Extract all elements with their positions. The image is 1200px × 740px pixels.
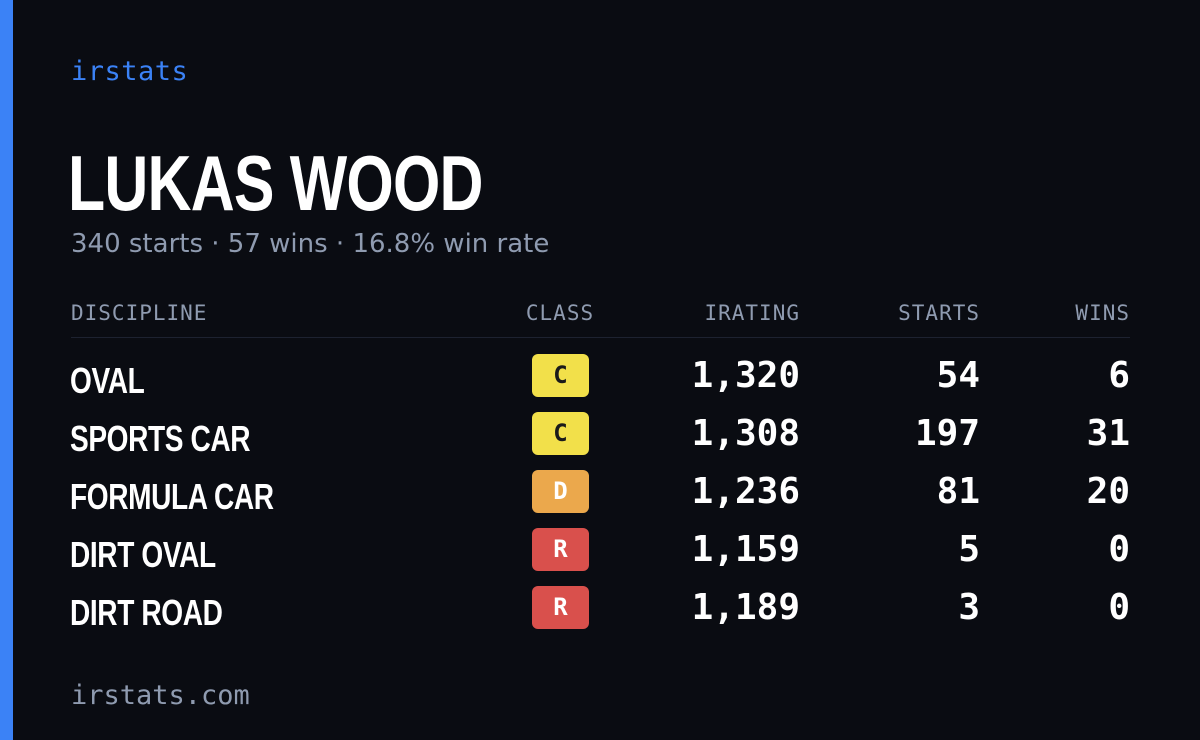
header-divider — [71, 337, 1130, 338]
table-row: DIRT OVAL R 1,159 5 0 — [0, 528, 1200, 586]
irating-value: 1,159 — [691, 529, 800, 570]
footer-url[interactable]: irstats.com — [71, 680, 250, 711]
brand-logo[interactable]: irstats — [71, 56, 189, 87]
irating-value: 1,236 — [691, 471, 800, 512]
class-badge: C — [532, 354, 589, 397]
discipline-name: SPORTS CAR — [70, 418, 251, 459]
starts-value: 5 — [958, 529, 980, 570]
wins-value: 6 — [1108, 355, 1130, 396]
irating-value: 1,189 — [691, 587, 800, 628]
wins-value: 0 — [1108, 587, 1130, 628]
header-discipline: DISCIPLINE — [71, 301, 208, 325]
table-row: FORMULA CAR D 1,236 81 20 — [0, 470, 1200, 528]
wins-value: 31 — [1086, 413, 1130, 454]
wins-value: 0 — [1108, 529, 1130, 570]
class-badge: C — [532, 412, 589, 455]
accent-bar — [0, 0, 13, 740]
irating-value: 1,320 — [691, 355, 800, 396]
table-row: OVAL C 1,320 54 6 — [0, 354, 1200, 412]
header-starts: STARTS — [898, 301, 980, 325]
discipline-name: DIRT ROAD — [70, 592, 223, 633]
starts-value: 197 — [914, 413, 980, 454]
irating-value: 1,308 — [691, 413, 800, 454]
header-wins: WINS — [1075, 301, 1130, 325]
header-class: CLASS — [525, 301, 595, 325]
class-badge: R — [532, 586, 589, 629]
driver-name: LUKAS WOOD — [68, 139, 483, 227]
starts-value: 54 — [936, 355, 980, 396]
driver-summary: 340 starts · 57 wins · 16.8% win rate — [71, 229, 550, 259]
starts-value: 81 — [936, 471, 980, 512]
table-row: DIRT ROAD R 1,189 3 0 — [0, 586, 1200, 644]
discipline-name: DIRT OVAL — [70, 534, 216, 575]
class-badge: D — [532, 470, 589, 513]
wins-value: 20 — [1086, 471, 1130, 512]
class-badge: R — [532, 528, 589, 571]
discipline-name: OVAL — [70, 360, 145, 401]
starts-value: 3 — [958, 587, 980, 628]
table-row: SPORTS CAR C 1,308 197 31 — [0, 412, 1200, 470]
header-irating: IRATING — [704, 301, 800, 325]
discipline-name: FORMULA CAR — [70, 476, 274, 517]
